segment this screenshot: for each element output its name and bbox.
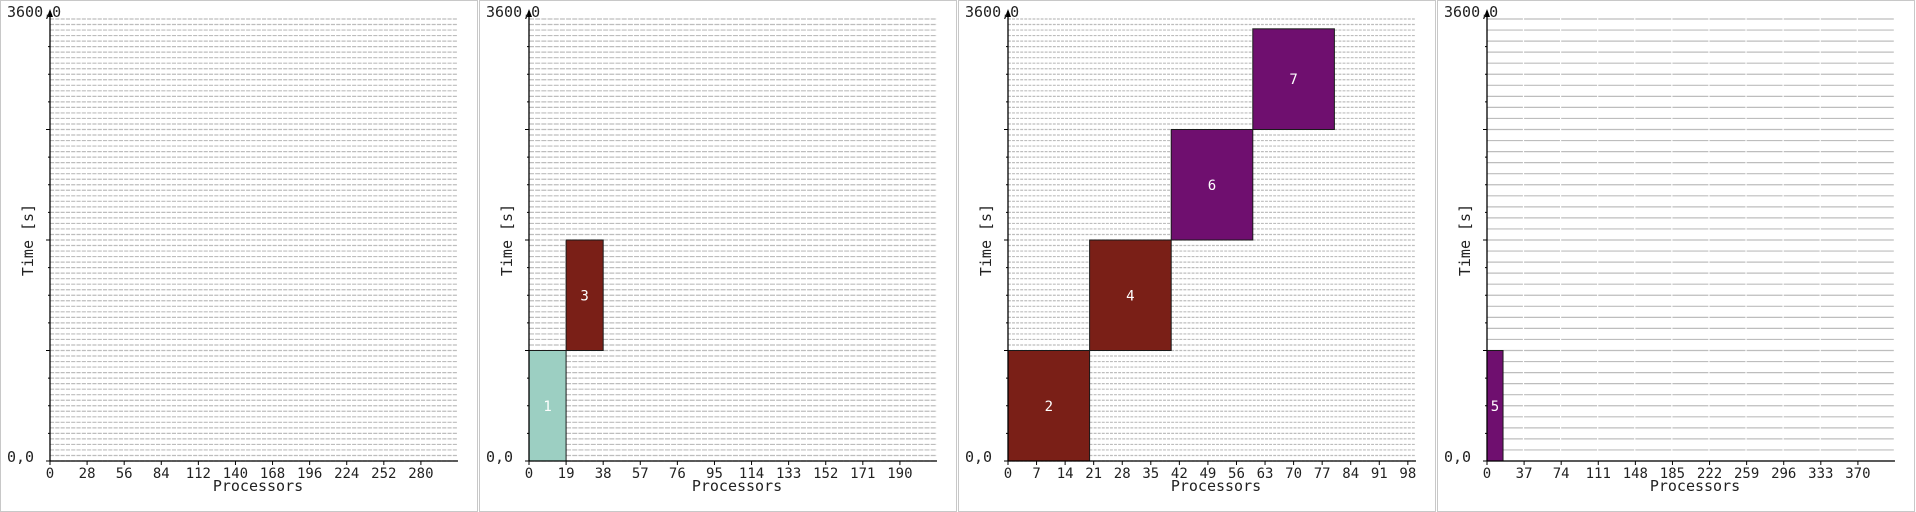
- x-tick-label: 56: [116, 466, 133, 482]
- x-tick-label: 95: [706, 466, 723, 482]
- x-tick-label: 224: [334, 466, 359, 482]
- job-block-2: [1007, 350, 1091, 462]
- x-tick-label: 91: [1371, 466, 1388, 482]
- x-tick-label: 168: [260, 466, 285, 482]
- x-tick-label: 57: [632, 466, 649, 482]
- y-axis-arrow: [1484, 9, 1490, 17]
- x-axis-title: Processors: [213, 477, 303, 495]
- x-tick-label: 37: [1516, 466, 1533, 482]
- x-tick-label: 222: [1697, 466, 1722, 482]
- x-tick-label: 196: [297, 466, 322, 482]
- x-tick-label: 185: [1660, 466, 1685, 482]
- x-tick-label: 35: [1142, 466, 1159, 482]
- x-tick-label: 56: [1228, 466, 1245, 482]
- x-tick-label: 112: [186, 466, 211, 482]
- x-tick-label: 74: [1553, 466, 1570, 482]
- job-label-3: 3: [580, 288, 588, 304]
- y-axis-arrow: [1005, 9, 1011, 17]
- job-block-3: [565, 239, 604, 351]
- x-axis-title: Processors: [1171, 477, 1261, 495]
- x-tick-label: 14: [1057, 466, 1074, 482]
- x-tick-label: 333: [1808, 466, 1833, 482]
- x-tick-label: 49: [1199, 466, 1216, 482]
- x-tick-label: 296: [1771, 466, 1796, 482]
- x-tick-label: 76: [669, 466, 686, 482]
- y-top-label: 3600,0: [486, 3, 540, 21]
- x-tick-label: 0: [46, 466, 54, 482]
- y-top-label: 3600,0: [965, 3, 1019, 21]
- x-tick-label: 0: [1483, 466, 1491, 482]
- y-axis-title: Time [s]: [498, 204, 516, 276]
- x-tick-label: 111: [1586, 466, 1611, 482]
- x-tick-label: 280: [408, 466, 433, 482]
- chart-panel-1: 0 28 56 84 112 140 168 196 224 252 280 3600,0 0,0 Pro…: [0, 0, 478, 512]
- x-tick-label: 370: [1845, 466, 1870, 482]
- x-tick-label: 38: [595, 466, 612, 482]
- x-tick-label: 259: [1734, 466, 1759, 482]
- panel-frame: [1437, 0, 1915, 512]
- y-axis-arrow: [526, 9, 532, 17]
- y-bottom-label: 0,0: [965, 448, 992, 466]
- job-block-4: [1089, 239, 1172, 351]
- grid: [50, 18, 458, 462]
- job-label-2: 2: [1045, 399, 1053, 415]
- job-block-6: [1170, 129, 1254, 241]
- x-tick-label: 152: [813, 466, 838, 482]
- job-label-4: 4: [1126, 288, 1134, 304]
- x-tick-label: 133: [776, 466, 801, 482]
- y-bottom-label: 0,0: [486, 448, 513, 466]
- chart-panel-2: 1 3 0 19 38 57 76 95 114 133 152 171 190 3600,0 0,0 Pro…: [479, 0, 957, 512]
- x-tick-label: 0: [525, 466, 533, 482]
- y-bottom-label: 0,0: [7, 448, 34, 466]
- x-tick-label: 140: [223, 466, 248, 482]
- job-block-7: [1252, 28, 1335, 131]
- job-label-6: 6: [1208, 178, 1216, 194]
- x-tick-label: 98: [1399, 466, 1416, 482]
- x-tick-label: 190: [887, 466, 912, 482]
- x-tick-label: 63: [1257, 466, 1274, 482]
- x-tick-label: 19: [558, 466, 575, 482]
- x-tick-label: 77: [1314, 466, 1331, 482]
- x-tick-label: 70: [1285, 466, 1302, 482]
- x-axis-title: Processors: [1650, 477, 1740, 495]
- job-label-1: 1: [543, 399, 551, 415]
- x-tick-label: 28: [1114, 466, 1131, 482]
- y-bottom-label: 0,0: [1444, 448, 1471, 466]
- y-axis-arrow: [47, 9, 53, 17]
- y-axis-title: Time [s]: [1456, 204, 1474, 276]
- x-tick-label: 114: [739, 466, 764, 482]
- x-tick-label: 7: [1032, 466, 1040, 482]
- x-tick-label: 28: [79, 466, 96, 482]
- job-label-7: 7: [1289, 72, 1297, 88]
- grid: [1487, 18, 1895, 462]
- x-tick-label: 252: [371, 466, 396, 482]
- y-top-label: 3600,0: [7, 3, 61, 21]
- x-tick-label: 84: [153, 466, 170, 482]
- x-axis-title: Processors: [692, 477, 782, 495]
- x-tick-label: 0: [1004, 466, 1012, 482]
- x-tick-label: 42: [1171, 466, 1188, 482]
- chart-panel-4: 5 0 37 74 111 148 185 222 259 296 333 370 3600,0 0,0 P…: [1437, 0, 1915, 512]
- y-top-label: 3600,0: [1444, 3, 1498, 21]
- x-tick-label: 21: [1085, 466, 1102, 482]
- y-axis-title: Time [s]: [19, 204, 37, 276]
- x-tick-label: 171: [850, 466, 875, 482]
- x-tick-label: 84: [1342, 466, 1359, 482]
- y-axis-title: Time [s]: [977, 204, 995, 276]
- job-label-5: 5: [1491, 399, 1499, 415]
- x-tick-label: 148: [1623, 466, 1648, 482]
- job-block-1: [528, 350, 567, 462]
